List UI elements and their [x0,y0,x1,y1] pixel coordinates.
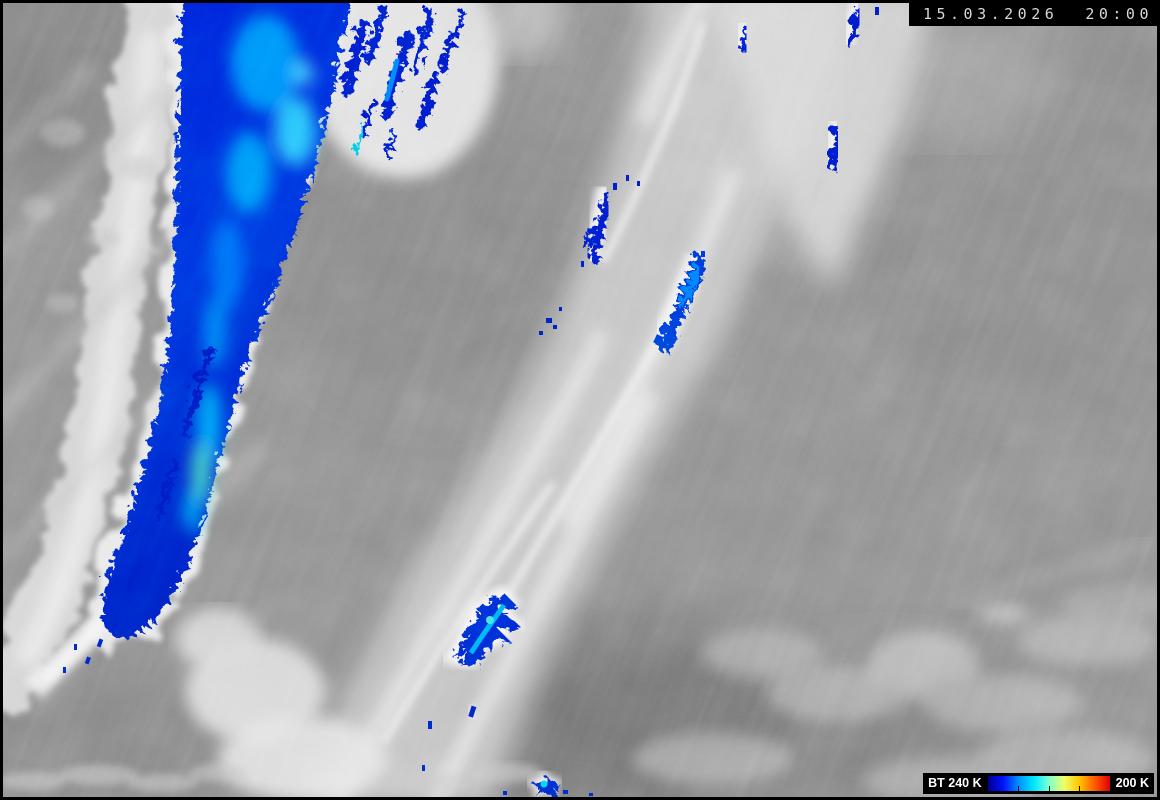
timestamp-text: 15.03.2026 20:00 [922,5,1153,23]
timestamp-bar: 15.03.2026 20:00 [908,3,1157,26]
legend-tick [1079,786,1081,791]
legend-gradient-bar [987,776,1110,791]
grain-overlay [3,3,1157,797]
legend-label-left: BT 240 K [928,776,982,791]
legend-tick [1048,786,1050,791]
legend-tick [1018,786,1020,791]
legend-label-right: 200 K [1115,776,1149,791]
satellite-image [3,3,1157,797]
bt-legend: BT 240 K 200 K [923,773,1154,794]
